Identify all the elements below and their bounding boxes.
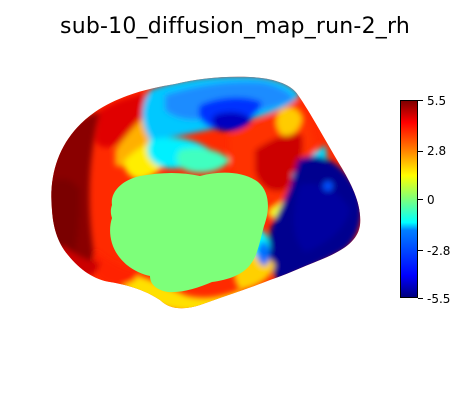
figure-title: sub-10_diffusion_map_run-2_rh	[60, 14, 410, 39]
colorbar-tick	[418, 298, 423, 299]
colorbar	[400, 100, 418, 298]
colorbar-tick-label: -2.8	[427, 244, 451, 258]
medial-wall	[110, 172, 268, 293]
colorbar-tick	[418, 250, 423, 251]
colorbar-tick	[418, 199, 423, 200]
colorbar-tick-label: -5.5	[427, 292, 451, 306]
colorbar-tick	[418, 100, 423, 101]
colorbar-tick-label: 5.5	[427, 94, 447, 108]
colorbar-tick	[418, 151, 423, 152]
colorbar-tick-label: 0	[427, 193, 435, 207]
colorbar-tick-label: 2.8	[427, 144, 447, 158]
